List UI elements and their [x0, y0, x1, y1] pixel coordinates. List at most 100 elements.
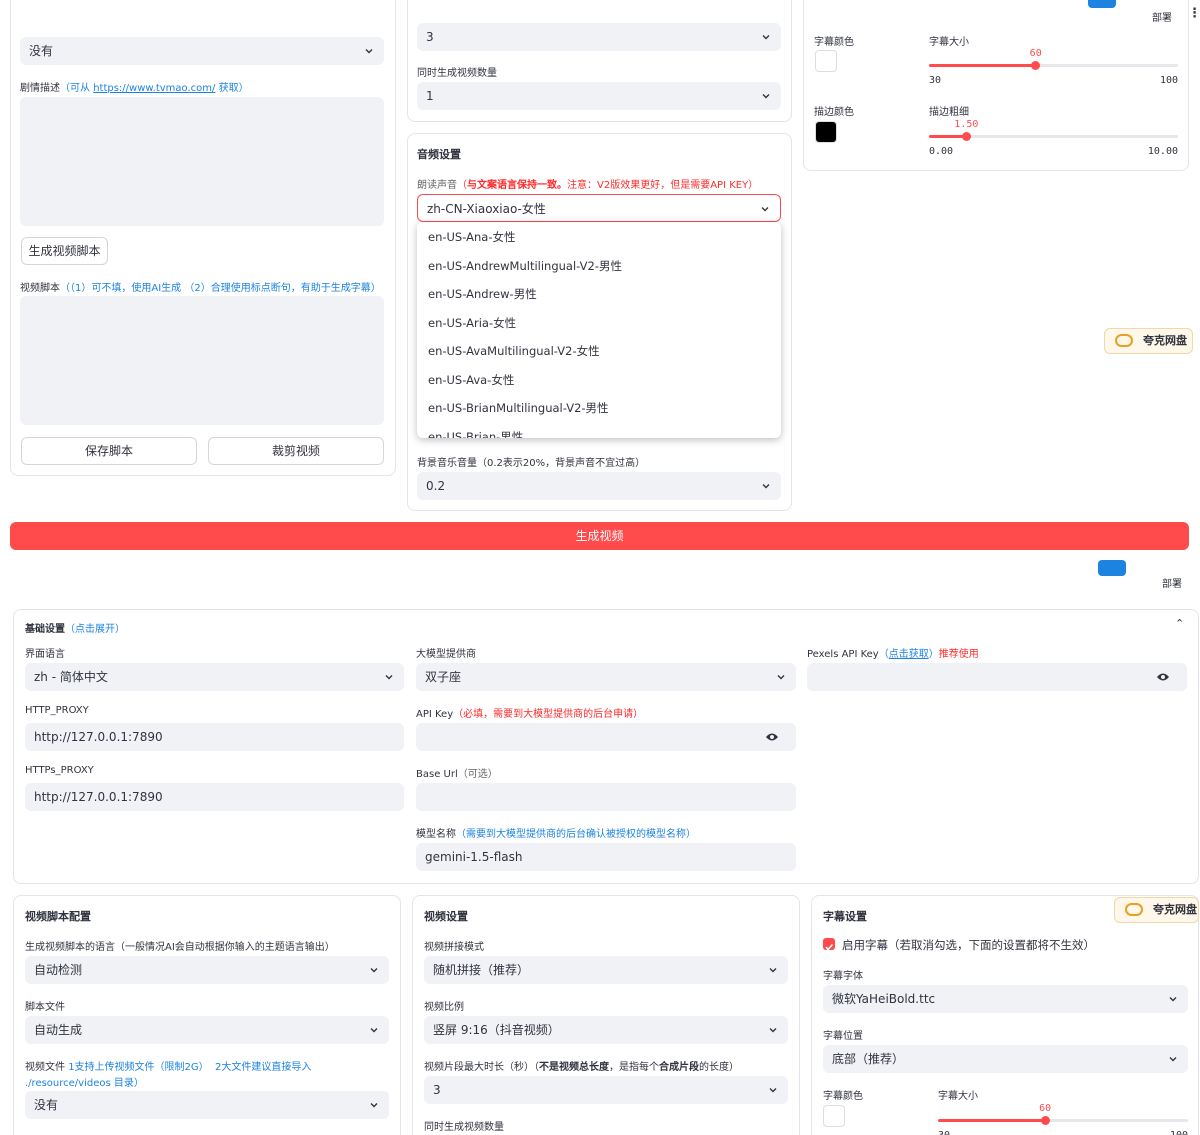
dropdown-option[interactable]: en-US-AvaMultilingual-V2-女性	[428, 344, 600, 358]
password-input[interactable]	[807, 663, 1187, 691]
icon	[1088, 0, 1116, 8]
dropdown-option[interactable]: en-US-Ana-女性	[428, 230, 516, 244]
input[interactable]	[416, 783, 796, 811]
quark-badge[interactable]: 夸克网盘	[1114, 897, 1199, 923]
dropdown-option[interactable]: en-US-BrianMultilingual-V2-男性	[428, 401, 609, 415]
select[interactable]: 没有	[25, 1091, 389, 1119]
deploy[interactable]: 部署	[1162, 579, 1182, 590]
select-value: 0.2	[426, 479, 446, 493]
slider[interactable]: 1.50 0.00 10.00	[929, 119, 1178, 159]
panel	[407, 133, 792, 511]
slider-value: 1.50	[954, 119, 979, 130]
deploy[interactable]: 部署	[1152, 13, 1172, 24]
label: 视频比例	[424, 1002, 464, 1013]
chevron	[370, 1028, 378, 1033]
select[interactable]: 微软YaHeiBold.ttc	[823, 985, 1188, 1013]
textarea[interactable]	[20, 97, 384, 226]
expander-header[interactable]: 基础设置（点击展开）	[25, 620, 125, 635]
chevron-wrap	[369, 1091, 379, 1119]
panel	[407, 0, 792, 122]
label: 描边粗细	[929, 107, 969, 118]
label: 视频拼接模式	[424, 942, 484, 953]
input[interactable]: http://127.0.0.1:7890	[25, 723, 404, 751]
slider-thumb[interactable]	[1031, 61, 1041, 70]
input[interactable]: http://127.0.0.1:7890	[25, 783, 404, 811]
dropdown-option[interactable]: en-US-Brian-男性	[428, 429, 524, 439]
select-value: 微软YaHeiBold.ttc	[832, 992, 936, 1006]
eye-icon[interactable]	[765, 732, 779, 742]
link[interactable]: 点击获取	[888, 649, 929, 660]
textarea[interactable]	[20, 296, 384, 425]
dropdown-option[interactable]: en-US-Andrew-男性	[428, 287, 537, 301]
dropdown-option[interactable]: en-US-Aria-女性	[428, 315, 517, 330]
hint: 合成片段	[659, 1062, 699, 1073]
select[interactable]: 双子座	[416, 663, 796, 691]
select[interactable]: 1	[417, 82, 781, 110]
expander	[13, 609, 1199, 884]
slider[interactable]: 60 30 100	[938, 1103, 1188, 1135]
hint: 推荐使用	[938, 649, 979, 660]
hint: 1支持上传视频文件（限制2G）	[68, 1062, 209, 1073]
label: HTTPs_PROXY	[25, 765, 94, 776]
slider-thumb[interactable]	[1040, 1116, 1050, 1125]
slider-min: 0.00	[929, 146, 954, 157]
select[interactable]: zh - 简体中文	[25, 663, 404, 691]
label: 字幕位置	[823, 1031, 863, 1042]
chevron-wrap	[761, 472, 771, 500]
slider-value: 60	[1039, 1103, 1052, 1114]
hint: 的长度）	[699, 1062, 739, 1073]
chevron	[761, 207, 769, 212]
hint: （可从	[60, 83, 94, 94]
label-text: 剧情描述	[20, 83, 60, 94]
hint: 与文案语言保持一致。	[467, 180, 567, 191]
select-value: 自动检测	[34, 963, 83, 977]
select-value: 自动生成	[34, 1023, 83, 1037]
select-value: 3	[433, 1083, 441, 1097]
slider-thumb[interactable]	[961, 132, 971, 141]
chevron-wrap	[384, 663, 394, 691]
button[interactable]: 生成视频脚本	[21, 237, 108, 265]
eye-icon[interactable]	[1156, 672, 1170, 682]
element	[1169, 1057, 1177, 1062]
element	[761, 207, 769, 212]
select[interactable]: 自动生成	[25, 1016, 389, 1044]
button[interactable]: 保存脚本	[21, 437, 197, 465]
element	[762, 94, 770, 99]
select[interactable]: 3	[424, 1076, 788, 1104]
password-input[interactable]	[416, 723, 796, 751]
hint: （	[878, 649, 889, 660]
hint: （	[457, 180, 467, 191]
element	[769, 1088, 777, 1093]
dropdown-option[interactable]: en-US-AndrewMultilingual-V2-男性	[428, 258, 622, 273]
chevron-wrap	[768, 1016, 778, 1044]
color-swatch[interactable]	[823, 1105, 845, 1127]
primary-button[interactable]: 生成视频	[10, 522, 1189, 550]
color-swatch[interactable]	[815, 50, 837, 72]
select[interactable]: zh-CN-Xiaoxiao-女性	[417, 194, 781, 222]
select[interactable]: 没有	[20, 37, 384, 65]
select[interactable]: 随机拼接（推荐）	[424, 956, 788, 984]
button[interactable]: 裁剪视频	[208, 437, 384, 465]
dropdown-option[interactable]: en-US-Ava-女性	[428, 372, 515, 387]
checkbox[interactable]	[823, 938, 835, 951]
menu-icon[interactable]: ⋮	[1188, 6, 1200, 21]
link[interactable]: https://www.tvmao.com/	[93, 83, 216, 94]
select[interactable]: 竖屏 9:16（抖音视频）	[424, 1016, 788, 1044]
hint: ./resource/videos 目录）	[25, 1078, 144, 1089]
chevron-wrap	[1168, 985, 1178, 1013]
slider-fill	[929, 64, 1036, 67]
label: 字幕字体	[823, 971, 863, 982]
select[interactable]: 自动检测	[25, 956, 389, 984]
select[interactable]: 3	[417, 23, 781, 51]
color-swatch[interactable]	[815, 121, 837, 143]
quark-badge[interactable]: 夸克网盘	[1104, 328, 1193, 354]
select[interactable]: 0.2	[417, 472, 781, 500]
select[interactable]: 底部（推荐）	[823, 1045, 1188, 1073]
chevron-wrap	[1168, 1045, 1178, 1073]
input[interactable]: gemini-1.5-flash	[416, 843, 796, 871]
label-text: 视频脚本	[20, 283, 60, 294]
panel	[412, 895, 800, 1135]
section-title: 视频脚本配置	[25, 910, 91, 923]
slider[interactable]: 60 30 100	[929, 48, 1178, 88]
label: 背景音乐音量（0.2表示20%，背景声音不宜过高）	[417, 458, 646, 469]
